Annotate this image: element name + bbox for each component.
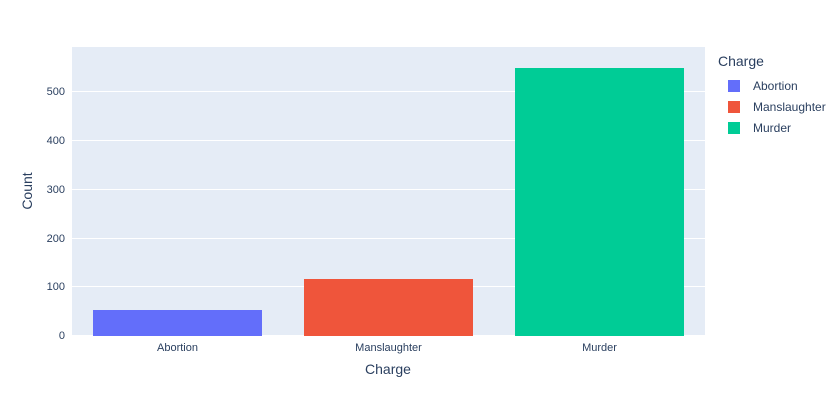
gridline-200 <box>72 237 705 239</box>
gridline-300 <box>72 188 705 190</box>
legend-item-manslaughter[interactable]: Manslaughter <box>718 96 838 117</box>
y-tick-label-200: 200 <box>46 232 65 245</box>
plot-area <box>72 47 705 336</box>
bar-murder[interactable] <box>515 68 684 336</box>
legend-items: Abortion Manslaughter Murder <box>718 75 838 138</box>
y-axis-title: Count <box>19 172 35 210</box>
y-tick-label-300: 300 <box>46 183 65 196</box>
bar-manslaughter[interactable] <box>304 278 473 336</box>
x-tick-label-murder: Murder <box>582 342 617 354</box>
legend-swatch-icon <box>728 79 740 92</box>
gridline-500 <box>72 91 705 93</box>
legend-item-label: Manslaughter <box>753 99 826 114</box>
legend-title: Charge <box>718 53 764 69</box>
legend-item-label: Murder <box>753 120 792 135</box>
gridline-400 <box>72 140 705 142</box>
legend-swatch-icon <box>728 121 740 134</box>
legend-item-label: Abortion <box>753 78 798 93</box>
legend: Charge Abortion Manslaughter Murder <box>718 53 838 138</box>
y-tick-label-400: 400 <box>46 135 65 148</box>
y-tick-label-0: 0 <box>58 330 65 342</box>
legend-item-abortion[interactable]: Abortion <box>718 75 838 96</box>
legend-swatch-icon <box>728 100 740 113</box>
y-tick-label-500: 500 <box>46 86 65 99</box>
bar-abortion[interactable] <box>93 310 262 336</box>
x-tick-label-manslaughter: Manslaughter <box>355 342 422 354</box>
x-tick-label-abortion: Abortion <box>157 342 198 354</box>
y-tick-label-100: 100 <box>46 281 65 294</box>
legend-item-murder[interactable]: Murder <box>718 117 838 138</box>
x-axis-title: Charge <box>365 361 411 377</box>
